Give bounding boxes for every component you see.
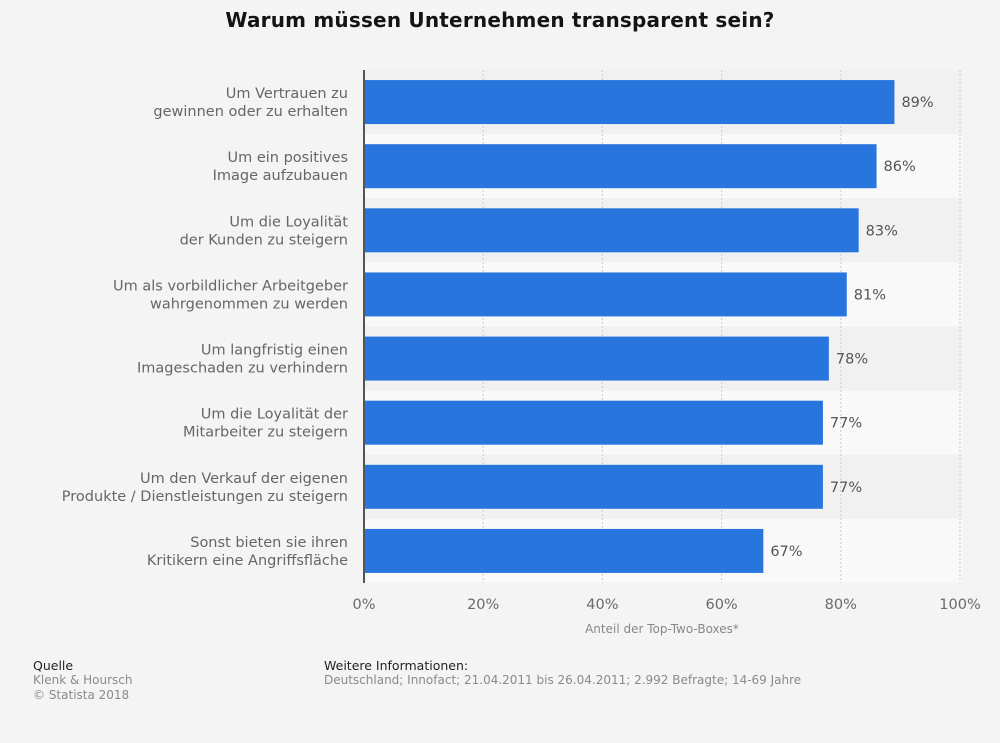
category-label-line: Um Vertrauen zu [226, 86, 348, 102]
x-tick-label: 100% [939, 597, 980, 613]
category-label-line: Sonst bieten sie ihren [190, 535, 348, 551]
category-label-line: Um den Verkauf der eigenen [140, 471, 348, 487]
x-tick-labels: 0% 20% 40% 60% 80% 100% [352, 597, 980, 613]
bar [364, 400, 823, 445]
category-label-line: Produkte / Dienstleistungen zu steigern [62, 489, 348, 505]
bar [364, 464, 823, 509]
value-label: 81% [854, 287, 886, 303]
value-label: 83% [866, 223, 898, 239]
x-tick-label: 0% [352, 597, 375, 613]
x-axis-title: Anteil der Top-Two-Boxes* [585, 622, 739, 636]
bars [364, 80, 895, 573]
category-label-line: Um die Loyalität der [201, 407, 348, 423]
category-label-line: Image aufzubauen [213, 168, 348, 184]
x-tick-label: 60% [705, 597, 737, 613]
source-heading: Quelle [33, 658, 74, 673]
bar [364, 272, 847, 317]
category-label-line: Imageschaden zu verhindern [137, 361, 348, 377]
category-label-line: gewinnen oder zu erhalten [153, 104, 348, 120]
category-label-line: Um die Loyalität [229, 214, 348, 230]
x-tick-label: 80% [825, 597, 857, 613]
category-label-line: der Kunden zu steigern [180, 232, 348, 248]
bar [364, 336, 829, 381]
category-label: Um ein positives Image aufzubauen [213, 150, 348, 184]
category-labels: Um Vertrauen zu gewinnen oder zu erhalten… [62, 86, 349, 569]
category-label-line: Kritikern eine Angriffsfläche [147, 553, 348, 569]
value-label: 67% [770, 544, 802, 560]
category-label: Sonst bieten sie ihren Kritikern eine Ang… [147, 535, 348, 569]
source-block: Quelle Klenk & Hoursch © Statista 2018 [33, 658, 133, 703]
category-label: Um die Loyalität der Kunden zu steigern [180, 214, 349, 248]
category-label-line: Um ein positives [227, 150, 348, 166]
value-label: 86% [884, 159, 916, 175]
source-line[interactable]: Klenk & Hoursch [33, 673, 133, 687]
info-text: Deutschland; Innofact; 21.04.2011 bis 26… [324, 673, 802, 687]
copyright-line: © Statista 2018 [33, 688, 130, 702]
bar [364, 528, 764, 573]
bar [364, 208, 859, 253]
value-label: 77% [830, 480, 862, 496]
value-label: 77% [830, 416, 862, 432]
category-label-line: wahrgenommen zu werden [150, 296, 348, 312]
category-label-line: Um langfristig einen [201, 343, 348, 359]
x-tick-label: 40% [586, 597, 618, 613]
category-label: Um Vertrauen zu gewinnen oder zu erhalten [153, 86, 348, 120]
bar [364, 80, 895, 125]
info-heading[interactable]: Weitere Informationen: [324, 658, 469, 673]
category-label: Um langfristig einen Imageschaden zu verh… [137, 343, 348, 377]
category-label: Um die Loyalität der Mitarbeiter zu steig… [183, 407, 348, 441]
info-block: Weitere Informationen: Deutschland; Inno… [324, 658, 801, 688]
category-label: Um als vorbildlicher Arbeitgeber wahrgeno… [113, 278, 348, 312]
bar [364, 144, 877, 189]
category-label: Um den Verkauf der eigenen Produkte / Die… [62, 471, 348, 505]
value-labels: 89% 86% 83% 81% 78% 77% 77% 67% [770, 95, 933, 560]
x-tick-label: 20% [467, 597, 499, 613]
value-label: 89% [901, 95, 933, 111]
chart-title: Warum müssen Unternehmen transparent sei… [225, 8, 775, 32]
category-label-line: Um als vorbildlicher Arbeitgeber [113, 278, 348, 294]
category-label-line: Mitarbeiter zu steigern [183, 425, 348, 441]
value-label: 78% [836, 352, 868, 368]
